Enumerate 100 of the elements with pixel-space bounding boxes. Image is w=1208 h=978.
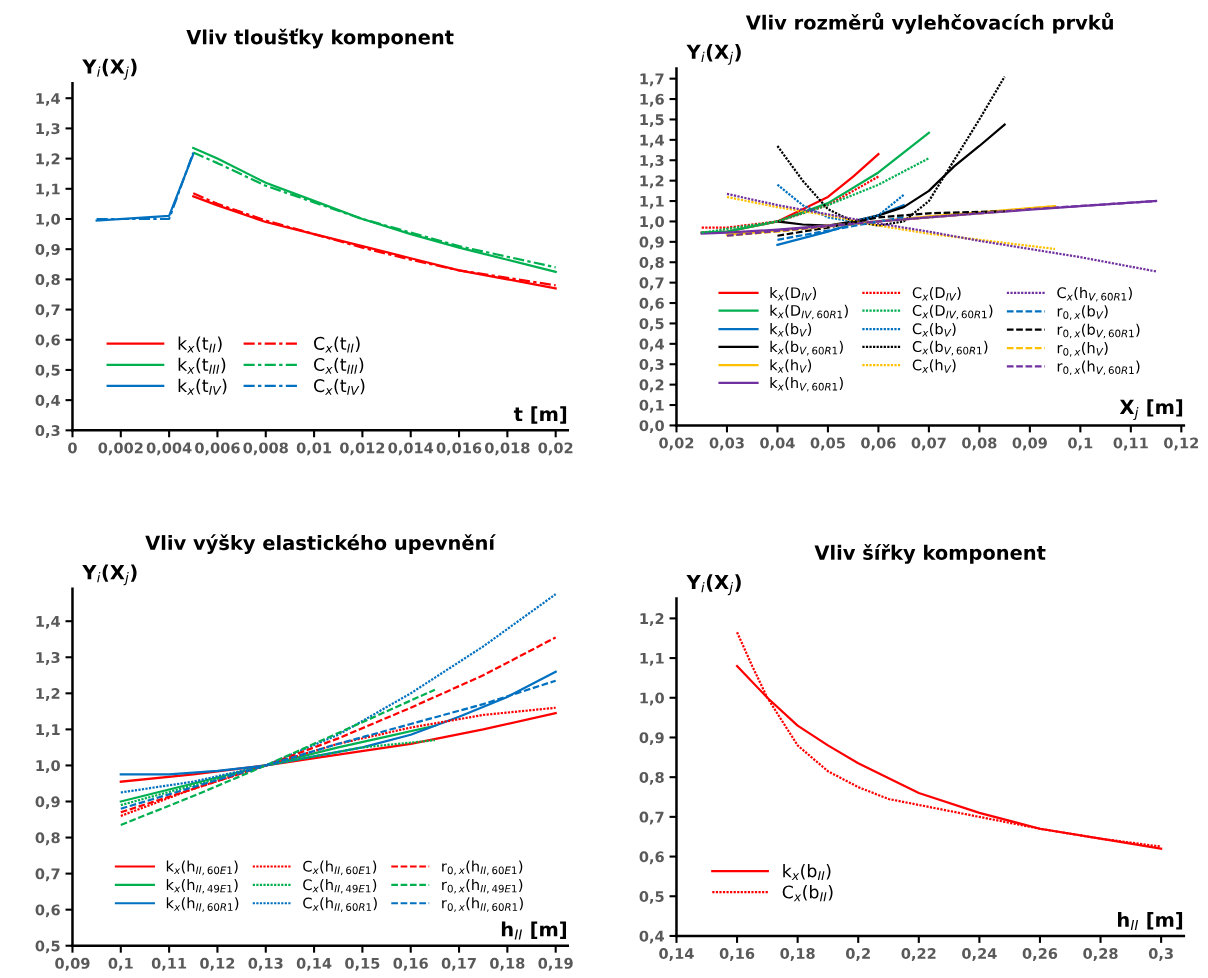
x-tick-label: 0,09 (55, 957, 90, 971)
x-tick-label: 0,19 (538, 957, 573, 971)
y-tick-label: 1,4 (640, 134, 665, 148)
y-tick-label: 1,2 (36, 153, 60, 167)
y-axis-title: Y$_{i}$(X$_{j}$) (82, 564, 137, 586)
x-tick-label: 0,18 (780, 948, 815, 961)
y-tick-label: 1,0 (36, 213, 60, 227)
x-tick-label: 0,26 (1022, 948, 1058, 961)
legend-label: k$_{x}$(t$_{III}$) (178, 357, 226, 374)
x-tick-label: 0,02 (538, 442, 573, 456)
legend-label: k$_{x}$(b$_{V,60R1}$) (770, 340, 843, 356)
x-tick-label: 0 (68, 442, 77, 454)
x-tick-label: 0,16 (719, 948, 755, 961)
y-axis-title: Y$_{i}$(X$_{j}$) (686, 44, 741, 65)
y-tick-label: 0,9 (35, 796, 60, 810)
y-tick-label: 0,9 (639, 732, 664, 746)
legend-label: C$_{x}$(h$_{II,49E1}$) (303, 878, 377, 894)
y-tick-label: 0,9 (35, 243, 60, 257)
y-tick-label: 0,3 (639, 358, 664, 372)
y-tick-label: 0,1 (639, 399, 664, 413)
x-tick-label: 0,13 (248, 957, 283, 971)
legend-label: k$_{x}$(D$_{IV,60R1}$) (770, 304, 848, 320)
y-tick-label: 1,1 (36, 183, 60, 197)
x-tick-label: 0,11 (1113, 437, 1148, 451)
y-tick-label: 1,2 (36, 688, 60, 701)
x-tick-label: 0,22 (901, 948, 936, 961)
y-tick-label: 0,4 (639, 338, 665, 352)
line-series (119, 712, 557, 783)
x-tick-label: 0,004 (146, 442, 192, 456)
legend-label: C$_{x}$(h$_{II,60R1}$) (303, 897, 377, 912)
legend-label: k$_{x}$(D$_{IV}$) (770, 286, 817, 301)
legend-label: r$_{0,x}$(h$_{II,60R1}$) (442, 897, 523, 912)
y-tick-label: 1,4 (36, 93, 61, 106)
y-tick-label: 0,8 (639, 256, 664, 270)
y-tick-label: 0,6 (639, 851, 664, 865)
y-tick-label: 0,8 (35, 832, 60, 846)
x-tick-label: 0,15 (345, 957, 380, 971)
legend-label: k$_{x}$(t$_{IV}$) (178, 378, 227, 395)
legend-label: k$_{x}$(t$_{II}$) (178, 336, 222, 353)
x-tick-label: 0,1 (108, 957, 133, 971)
y-tick-label: 0,2 (639, 379, 664, 393)
legend-label: C$_{x}$(D$_{IV}$) (912, 286, 961, 301)
x-tick-label: 0,018 (484, 442, 530, 456)
legend-label: C$_{x}$(b$_{V,60R1}$) (912, 340, 988, 356)
y-tick-label: 1,5 (640, 114, 664, 128)
legend-label: C$_{x}$(h$_{V,60R1}$) (1057, 286, 1132, 302)
y-axis-title: Y$_{i}$(X$_{j}$) (82, 58, 137, 80)
line-series (119, 688, 436, 827)
y-tick-label: 1,0 (640, 692, 664, 706)
legend-label: C$_{x}$(b$_{V}$) (912, 323, 956, 337)
y-tick-label: 1,1 (36, 724, 60, 737)
y-tick-label: 0,6 (35, 904, 60, 918)
y-tick-label: 1,2 (640, 175, 664, 189)
y-tick-label: 1,0 (640, 216, 664, 230)
legend-label: r$_{0,x}$(b$_{V,60R1}$) (1057, 323, 1140, 339)
x-tick-label: 0,1 (1068, 437, 1093, 451)
y-tick-label: 1,0 (36, 760, 60, 774)
x-tick-label: 0,2 (846, 948, 870, 961)
x-tick-label: 0,09 (1012, 437, 1047, 451)
line-series (119, 636, 557, 814)
legend-label: r$_{0,x}$(b$_{V}$) (1057, 305, 1108, 320)
legend-label: r$_{0,x}$(h$_{V,60R1}$) (1057, 360, 1140, 376)
legend-label: r$_{0,x}$(h$_{II,49E1}$) (442, 878, 523, 894)
x-tick-label: 0,28 (1083, 948, 1118, 961)
y-tick-label: 1,6 (640, 93, 664, 107)
x-axis-title: h$_{II}$ [m] (1118, 912, 1183, 931)
x-tick-label: 0,06 (861, 437, 896, 451)
x-tick-label: 0,14 (296, 957, 332, 971)
legend-label: r$_{0,x}$(h$_{II,60E1}$) (442, 860, 523, 876)
chart-title: Vliv tloušťky komponent (186, 28, 454, 49)
x-axis-title: h$_{II}$ [m] (501, 921, 567, 940)
y-tick-label: 1,3 (36, 123, 60, 137)
x-tick-label: 0,12 (200, 957, 235, 971)
line-series (725, 195, 1057, 251)
x-tick-label: 0,006 (195, 442, 240, 456)
legend-label: k$_{x}$(h$_{V}$) (770, 359, 812, 373)
y-tick-label: 1,3 (36, 651, 60, 665)
y-tick-label: 0,7 (639, 811, 664, 825)
x-tick-label: 0,008 (243, 442, 288, 456)
y-tick-label: 0,4 (35, 394, 61, 408)
legend-label: C$_{x}$(b$_{II}$) (782, 885, 833, 902)
y-tick-label: 0,8 (639, 771, 664, 785)
legend-label: C$_{x}$(t$_{IV}$) (314, 378, 365, 395)
x-tick-label: 0,17 (441, 957, 476, 971)
y-tick-label: 0,6 (35, 334, 60, 348)
y-tick-label: 0,7 (639, 277, 664, 291)
legend-label: k$_{x}$(b$_{II}$) (783, 863, 831, 880)
y-tick-label: 1,1 (640, 195, 664, 209)
chart-title: Vliv rozměrů vylehčovacích prvků (745, 12, 1113, 34)
y-tick-label: 0,7 (35, 868, 60, 882)
legend-label: C$_{x}$(t$_{II}$) (314, 336, 360, 353)
y-tick-label: 0,5 (35, 364, 60, 378)
legend-label: k$_{x}$(h$_{V,60R1}$) (770, 376, 843, 392)
x-tick-label: 0,012 (340, 442, 385, 456)
x-tick-label: 0,24 (962, 948, 997, 961)
y-tick-label: 1,3 (640, 154, 664, 168)
legend-label: k$_{x}$(h$_{II,60E1}$) (166, 860, 238, 876)
y-tick-label: 1,4 (36, 616, 61, 629)
legend-label: k$_{x}$(h$_{II,60R1}$) (166, 897, 239, 912)
chart-title: Vliv výšky elastického upevnění (145, 534, 496, 555)
